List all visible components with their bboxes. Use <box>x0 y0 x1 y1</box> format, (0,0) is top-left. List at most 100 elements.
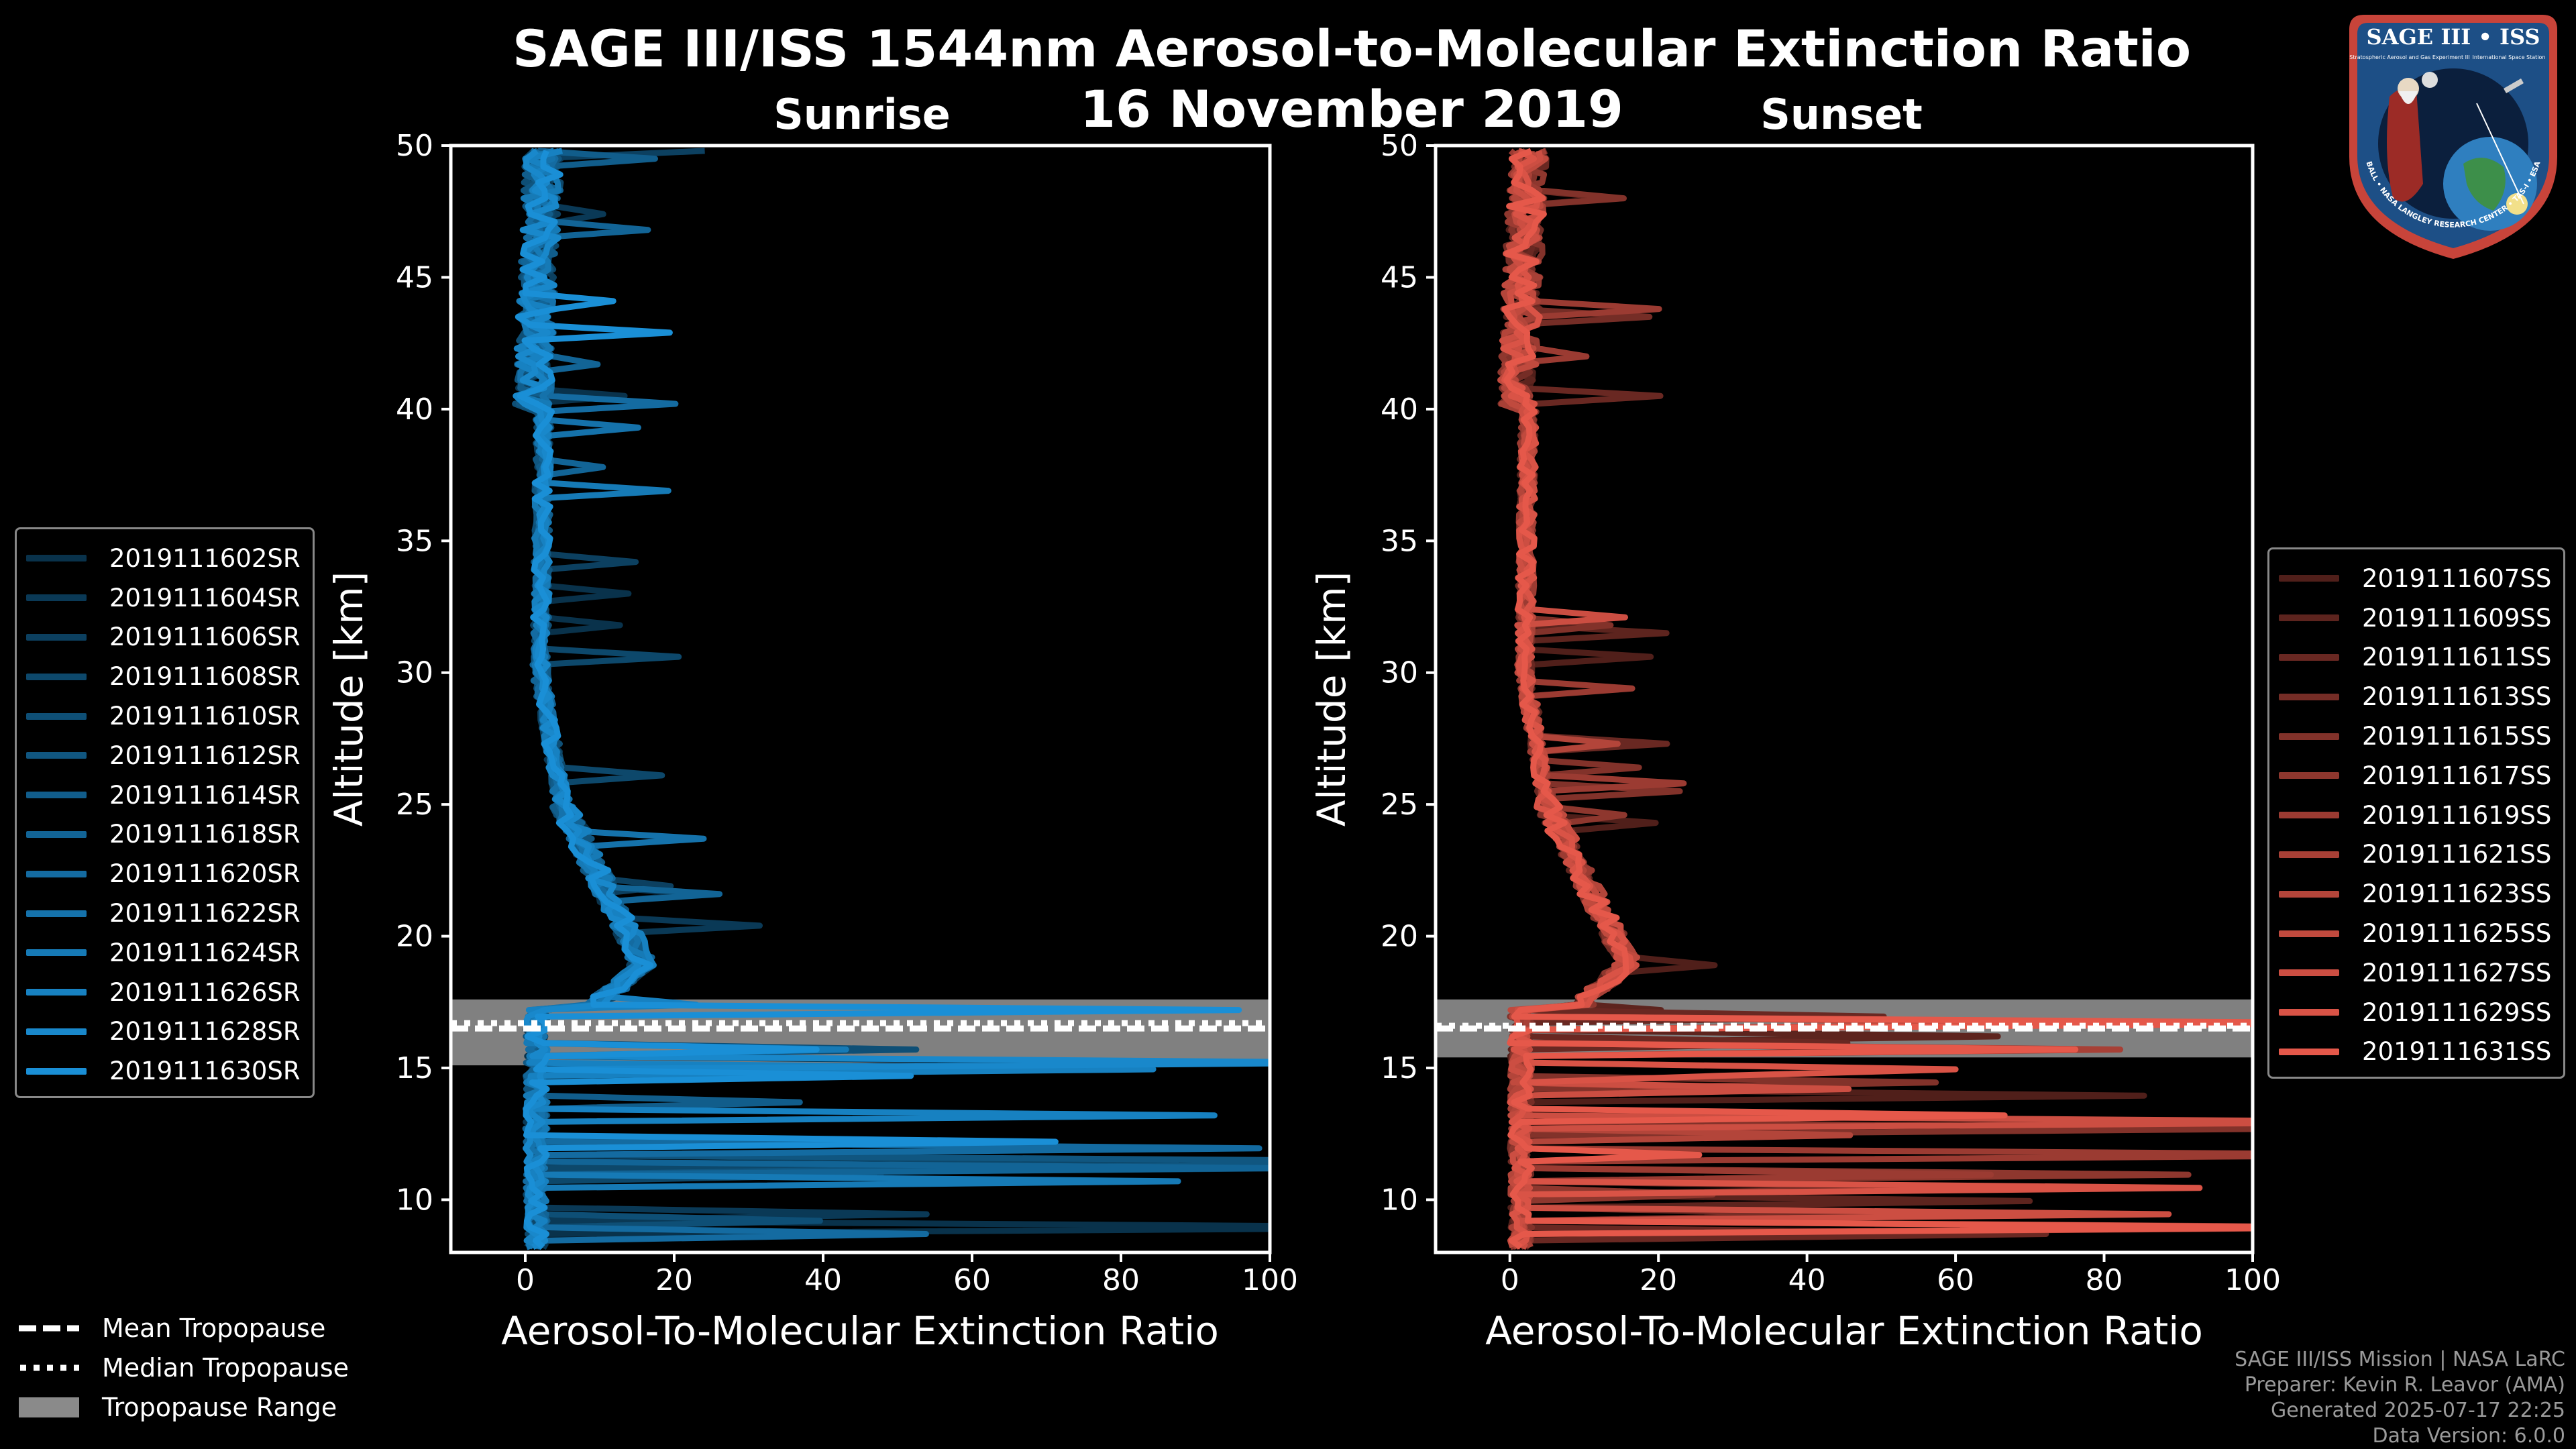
legend-swatch <box>2279 851 2339 858</box>
legend-label: 2019111625SS <box>2362 919 2552 949</box>
legend-label: 2019111612SR <box>109 741 301 770</box>
x-axis-label: Aerosol-To-Molecular Extinction Ratio <box>1485 1308 2203 1354</box>
sunrise-plot: 0 20 40 60 80 100 10 15 20 25 30 35 40 45 50 Aerosol-To… <box>326 129 1298 1354</box>
x-tick-label: 0 <box>516 1263 535 1297</box>
legend-swatch <box>2279 812 2339 819</box>
legend-entry: 2019111626SR <box>26 973 301 1012</box>
legend-label: 2019111627SS <box>2362 958 2552 987</box>
legend-label: 2019111619SS <box>2362 800 2552 830</box>
legend-swatch <box>26 594 87 602</box>
legend-swatch <box>26 1067 87 1075</box>
legend-swatch <box>2279 969 2339 977</box>
y-axis-label: Altitude [km] <box>326 572 372 826</box>
legend-entry: 2019111625SS <box>2279 914 2551 953</box>
sunrise-legend: 2019111602SR 2019111604SR 2019111606SR 2019… <box>15 527 315 1099</box>
legend-entry: 2019111622SR <box>26 894 301 933</box>
legend-label: 2019111610SR <box>109 702 301 731</box>
legend-swatch <box>2279 614 2339 622</box>
legend-label: Tropopause Range <box>102 1392 337 1422</box>
legend-swatch <box>26 712 87 720</box>
legend-swatch <box>26 949 87 957</box>
legend-entry: 2019111617SS <box>2279 756 2551 796</box>
dashed-line-icon <box>19 1325 79 1331</box>
legend-entry: 2019111629SS <box>2279 993 2551 1032</box>
legend-label: Median Tropopause <box>102 1352 349 1383</box>
x-tick-label: 80 <box>1102 1263 1140 1297</box>
footer-mission: SAGE III/ISS Mission | NASA LaRC <box>2235 1348 2565 1371</box>
legend-entry: 2019111609SS <box>2279 598 2551 638</box>
legend-swatch <box>2279 693 2339 700</box>
legend-swatch <box>26 870 87 877</box>
y-tick-label: 15 <box>396 1051 433 1085</box>
legend-entry: 2019111619SS <box>2279 796 2551 835</box>
legend-label: Mean Tropopause <box>102 1313 326 1343</box>
legend-label: 2019111608SR <box>109 662 301 692</box>
legend-entry: 2019111620SR <box>26 854 301 894</box>
legend-median-tropopause: Median Tropopause <box>19 1348 349 1387</box>
x-tick-label: 0 <box>1501 1263 1519 1297</box>
y-tick-label: 30 <box>1381 656 1418 690</box>
plot-frame <box>1434 144 2255 1254</box>
legend-label: 2019111626SR <box>109 977 301 1007</box>
legend-label: 2019111622SR <box>109 899 301 928</box>
legend-label: 2019111628SR <box>109 1017 301 1046</box>
legend-swatch <box>2279 772 2339 780</box>
legend-tropopause-range: Tropopause Range <box>19 1387 349 1427</box>
legend-label: 2019111630SR <box>109 1057 301 1086</box>
y-tick-label: 10 <box>1381 1183 1418 1217</box>
legend-swatch <box>2279 890 2339 898</box>
gray-band-icon <box>19 1397 79 1417</box>
series-line-2019111631SS <box>1501 148 2253 1250</box>
y-tick-label: 10 <box>396 1183 433 1217</box>
dotted-line-icon <box>20 1364 79 1371</box>
y-tick-label: 25 <box>396 788 433 822</box>
legend-swatch <box>2279 1048 2339 1055</box>
legend-entry: 2019111618SR <box>26 815 301 855</box>
legend-label: 2019111609SS <box>2362 603 2552 633</box>
legend-entry: 2019111623SS <box>2279 874 2551 914</box>
legend-entry: 2019111611SS <box>2279 638 2551 678</box>
legend-label: 2019111606SR <box>109 623 301 652</box>
y-tick-label: 40 <box>396 392 433 427</box>
logo-title: SAGE III • ISS <box>2367 24 2540 50</box>
plot-area <box>451 148 1270 1250</box>
legend-label: 2019111618SR <box>109 820 301 849</box>
plot-frame <box>449 144 1272 1254</box>
legend-label: 2019111602SR <box>109 543 301 573</box>
legend-label: 2019111613SS <box>2362 682 2552 712</box>
legend-swatch <box>2279 930 2339 937</box>
sunset-plot: 0 20 40 60 80 100 10 15 20 25 30 35 40 45 50 Aerosol-To… <box>1309 129 2281 1354</box>
sunrise-panel-title: Sunrise <box>773 90 951 139</box>
legend-swatch <box>2279 1009 2339 1016</box>
chart-title: SAGE III/ISS 1544nm Aerosol-to-Molecular… <box>512 19 2192 78</box>
legend-swatch <box>2279 653 2339 661</box>
legend-entry: 2019111613SS <box>2279 677 2551 716</box>
y-axis-label: Altitude [km] <box>1309 572 1354 826</box>
chart-date: 16 November 2019 <box>1080 79 1623 139</box>
y-tick-label: 15 <box>1381 1051 1418 1085</box>
legend-label: 2019111604SR <box>109 583 301 612</box>
sunset-panel-title: Sunset <box>1760 90 1923 139</box>
legend-entry: 2019111612SR <box>26 736 301 775</box>
logo-subtitle-right: International Space Station <box>2473 54 2546 60</box>
y-tick-label: 45 <box>396 260 433 294</box>
legend-swatch <box>26 555 87 562</box>
legend-swatch <box>26 752 87 759</box>
legend-entry: 2019111627SS <box>2279 953 2551 993</box>
legend-label: 2019111629SS <box>2362 998 2552 1027</box>
legend-entry: 2019111610SR <box>26 696 301 736</box>
legend-entry: 2019111615SS <box>2279 716 2551 756</box>
x-tick-label: 40 <box>804 1263 842 1297</box>
y-tick-label: 40 <box>1381 392 1418 427</box>
legend-swatch <box>26 910 87 917</box>
y-tick-label: 20 <box>1381 920 1418 954</box>
legend-swatch <box>2279 575 2339 582</box>
y-tick-label: 50 <box>1381 129 1418 163</box>
y-tick-label: 20 <box>396 920 433 954</box>
legend-swatch <box>26 792 87 799</box>
x-tick-label: 100 <box>1242 1263 1298 1297</box>
legend-label: 2019111621SS <box>2362 840 2552 869</box>
legend-mean-tropopause: Mean Tropopause <box>19 1308 349 1348</box>
legend-swatch <box>26 1028 87 1035</box>
legend-entry: 2019111606SR <box>26 618 301 657</box>
